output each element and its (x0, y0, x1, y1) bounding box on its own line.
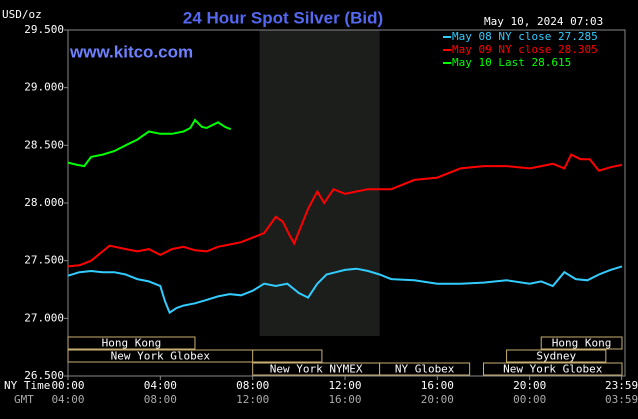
x-tick-label: 16:00 (421, 379, 454, 392)
gmt-tick-label: 20:00 (421, 393, 454, 406)
session-bar (506, 349, 607, 363)
session-label: Hong Kong (552, 337, 612, 350)
x-tick-label: 23:59 (605, 379, 638, 392)
session-bar (67, 336, 196, 350)
y-tick-label: 29.500 (24, 23, 64, 36)
gmt-tick-label: 16:00 (328, 393, 361, 406)
session-label: Hong Kong (102, 337, 162, 350)
x-axis-label: NY Time (4, 379, 50, 392)
x-tick-label: 04:00 (144, 379, 177, 392)
series-line (67, 153, 623, 268)
session-bar (67, 349, 254, 363)
x-tick-label: 08:00 (236, 379, 269, 392)
session-label: New York Globex (111, 350, 211, 363)
gmt-tick-label: 12:00 (236, 393, 269, 406)
y-tick-label: 28.000 (24, 196, 64, 209)
series-line (67, 118, 232, 168)
legend-label: May 08 NY close 27.285 (452, 30, 598, 43)
session-bar (379, 362, 471, 376)
highlight-band (259, 30, 380, 336)
legend-label: May 09 NY close 28.305 (452, 43, 598, 56)
chart-title: 24 Hour Spot Silver (Bid) (183, 8, 383, 27)
y-tick-label: 29.000 (24, 81, 64, 94)
gmt-tick-label: 03:59 (605, 393, 638, 406)
y-unit: USD/oz (2, 8, 42, 21)
x-tick-label: 20:00 (513, 379, 546, 392)
y-tick-label: 27.000 (24, 311, 64, 324)
x-tick-label: 00:00 (51, 379, 84, 392)
gmt-tick-label: 00:00 (513, 393, 546, 406)
series-line (67, 265, 623, 315)
y-tick-label: 27.500 (24, 254, 64, 267)
session-label: Sydney (536, 350, 576, 363)
session-label: New York Globex (503, 363, 603, 376)
session-bar (540, 336, 623, 350)
gmt-tick-label: 04:00 (51, 393, 84, 406)
x2-axis-label: GMT (14, 393, 34, 406)
gmt-tick-label: 08:00 (144, 393, 177, 406)
session-label: New York NYMEX (270, 363, 363, 376)
timestamp: May 10, 2024 07:03 (484, 15, 603, 28)
legend-label: May 10 Last 28.615 (452, 56, 571, 69)
x-tick-label: 12:00 (328, 379, 361, 392)
source: www.kitco.com (69, 42, 193, 61)
y-tick-label: 26.500 (24, 369, 64, 382)
session-bar (483, 362, 623, 376)
session-label: NY Globex (395, 363, 455, 376)
y-tick-label: 28.500 (24, 138, 64, 151)
